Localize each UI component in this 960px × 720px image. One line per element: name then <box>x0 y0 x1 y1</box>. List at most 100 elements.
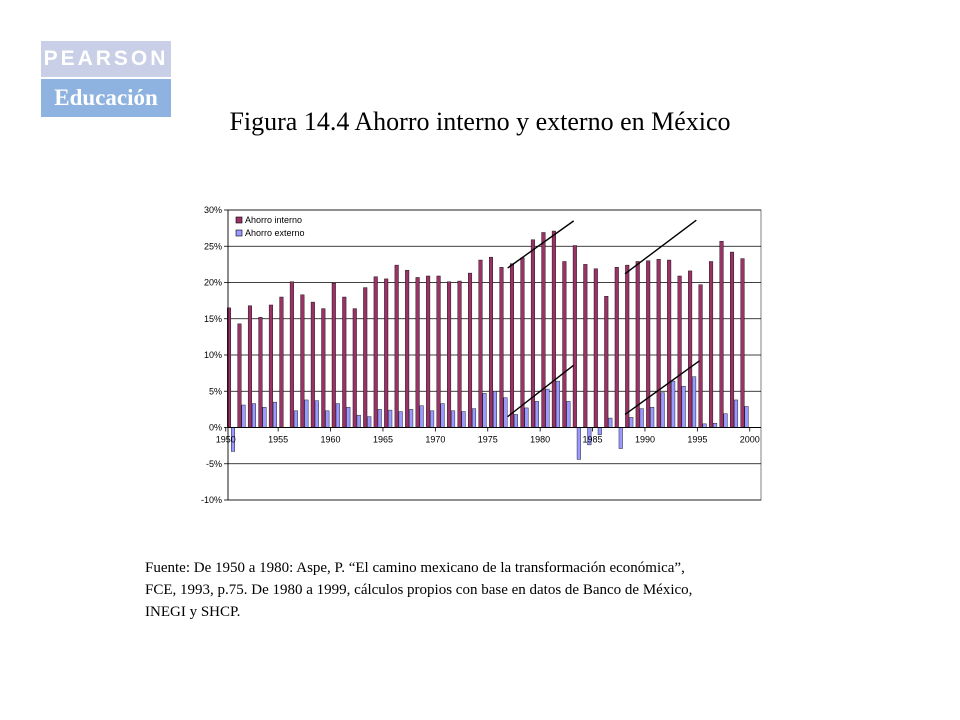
bar-ahorro-interno <box>247 305 252 428</box>
bar-ahorro-interno <box>572 245 577 428</box>
x-tick-label: 1965 <box>373 435 393 445</box>
bar-ahorro-externo <box>314 400 319 428</box>
bar-ahorro-externo <box>660 392 665 428</box>
bar-ahorro-interno <box>352 308 357 428</box>
bar-ahorro-interno <box>509 263 514 428</box>
bar-ahorro-externo <box>618 427 623 449</box>
bar-ahorro-externo <box>629 417 634 428</box>
bar-ahorro-externo <box>388 409 393 428</box>
legend-swatch-interno <box>235 216 243 224</box>
bar-ahorro-interno <box>237 323 242 428</box>
x-tick-label: 1970 <box>425 435 445 445</box>
legend: Ahorro interno Ahorro externo <box>233 213 319 242</box>
bar-ahorro-interno <box>562 261 567 428</box>
savings-bar-chart: 30% 25% 20% 15% 10% 5% 0% -5% -10% 1950 1955 1960 19… <box>201 205 762 505</box>
bar-ahorro-externo <box>702 423 707 428</box>
y-tick-label: -5% <box>206 459 222 469</box>
bar-ahorro-interno <box>656 259 661 428</box>
bar-ahorro-interno <box>331 283 336 428</box>
bar-ahorro-externo <box>325 410 330 428</box>
x-tick-label: 1995 <box>687 435 707 445</box>
bar-ahorro-externo <box>335 403 340 428</box>
bar-ahorro-externo <box>430 410 435 428</box>
bar-ahorro-interno <box>279 296 284 428</box>
bar-ahorro-externo <box>377 409 382 428</box>
bars <box>227 230 749 460</box>
y-tick-label: -10% <box>201 495 222 505</box>
legend-swatch-externo <box>235 229 243 237</box>
bar-ahorro-interno <box>373 276 378 428</box>
bar-ahorro-interno <box>625 264 630 428</box>
bar-ahorro-externo <box>744 406 749 428</box>
bar-ahorro-interno <box>604 296 609 428</box>
bar-ahorro-interno <box>520 257 525 428</box>
bar-ahorro-interno <box>530 239 535 428</box>
trend-line <box>507 364 575 418</box>
bar-ahorro-externo <box>608 417 613 428</box>
y-tick-label: 10% <box>204 350 222 360</box>
bar-ahorro-externo <box>555 380 560 428</box>
bar-ahorro-interno <box>384 278 389 428</box>
bar-ahorro-interno <box>709 261 714 428</box>
y-tick-label: 30% <box>204 205 222 215</box>
bar-ahorro-externo <box>545 388 550 428</box>
bar-ahorro-interno <box>667 259 672 428</box>
bar-ahorro-externo <box>723 413 728 428</box>
bar-ahorro-externo <box>367 416 372 428</box>
bar-ahorro-externo <box>576 427 581 460</box>
bar-ahorro-interno <box>740 258 745 428</box>
bar-ahorro-externo <box>419 405 424 428</box>
source-line-1: Fuente: De 1950 a 1980: Aspe, P. “El cam… <box>145 560 685 576</box>
bar-ahorro-interno <box>499 267 504 428</box>
bar-ahorro-interno <box>457 280 462 428</box>
x-tick-label: 1960 <box>321 435 341 445</box>
bar-ahorro-externo <box>681 385 686 428</box>
bar-ahorro-interno <box>321 308 326 428</box>
bar-ahorro-externo <box>398 411 403 428</box>
x-tick-label: 1980 <box>530 435 550 445</box>
bar-ahorro-interno <box>268 304 273 428</box>
legend-label-interno: Ahorro interno <box>245 215 302 225</box>
bar-ahorro-externo <box>346 406 351 428</box>
trend-line <box>624 360 700 416</box>
y-tick-label: 0% <box>209 423 222 433</box>
x-tick-label: 1955 <box>268 435 288 445</box>
source-line-3: INEGI y SHCP. <box>145 604 241 620</box>
bar-ahorro-interno <box>719 240 724 428</box>
bar-ahorro-interno <box>258 317 263 428</box>
bar-ahorro-externo <box>534 401 539 428</box>
bar-ahorro-externo <box>513 414 518 428</box>
y-tick-label: 20% <box>204 278 222 288</box>
y-tick-label: 15% <box>204 314 222 324</box>
bar-ahorro-externo <box>472 408 477 428</box>
logo-top-text: PEARSON <box>41 41 171 77</box>
bar-ahorro-interno <box>593 268 598 428</box>
figure-title: Figura 14.4 Ahorro interno y externo en … <box>229 107 731 136</box>
bar-ahorro-externo <box>241 404 246 428</box>
bar-ahorro-externo <box>493 391 498 428</box>
bar-ahorro-interno <box>468 272 473 428</box>
logo-bottom-text: Educación <box>41 79 171 117</box>
bar-ahorro-interno <box>310 301 315 428</box>
bar-ahorro-externo <box>451 410 456 428</box>
trend-lines <box>507 219 700 418</box>
bar-ahorro-interno <box>342 296 347 428</box>
bar-ahorro-externo <box>461 411 466 428</box>
bar-ahorro-externo <box>639 408 644 428</box>
bar-ahorro-interno <box>363 287 368 428</box>
bar-ahorro-externo <box>566 401 571 428</box>
bar-ahorro-interno <box>635 261 640 428</box>
bar-ahorro-interno <box>698 284 703 428</box>
bar-ahorro-interno <box>300 294 305 428</box>
bar-ahorro-externo <box>304 399 309 428</box>
bar-ahorro-externo <box>293 410 298 428</box>
bar-ahorro-externo <box>440 403 445 428</box>
bar-ahorro-interno <box>489 256 494 428</box>
bar-ahorro-interno <box>614 267 619 428</box>
bar-ahorro-interno <box>730 251 735 428</box>
bar-ahorro-interno <box>447 281 452 428</box>
bar-ahorro-externo <box>524 407 529 428</box>
bar-ahorro-externo <box>482 393 487 428</box>
bar-ahorro-interno <box>436 275 441 428</box>
bar-ahorro-interno <box>405 269 410 428</box>
